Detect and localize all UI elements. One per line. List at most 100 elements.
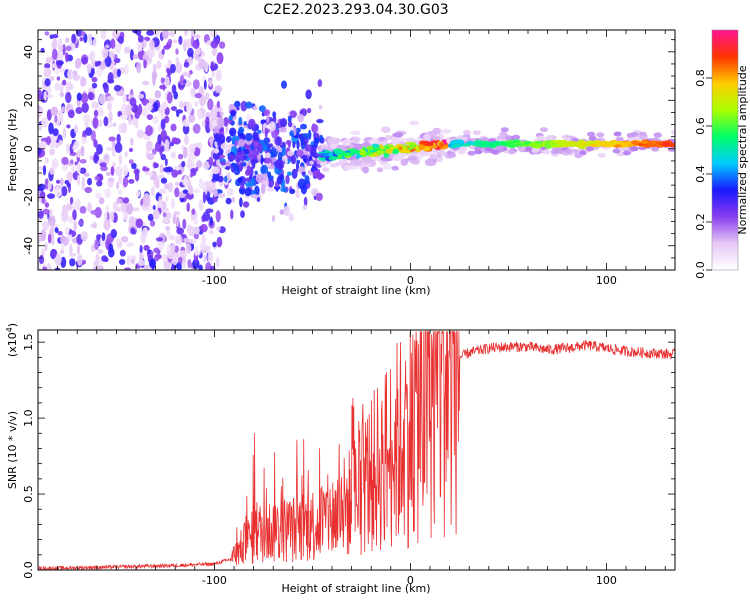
noise-cell xyxy=(49,167,55,175)
noise-cell xyxy=(118,259,126,265)
core-cell xyxy=(376,149,385,155)
noise-cell xyxy=(194,92,202,99)
noise-cell xyxy=(158,106,165,114)
noise-cell xyxy=(182,256,187,269)
spread-cell xyxy=(281,80,287,89)
noise-cell xyxy=(135,190,141,198)
core-cell xyxy=(424,141,433,146)
core-cell xyxy=(321,156,326,162)
noise-cell xyxy=(97,60,102,66)
spread-cell xyxy=(295,188,300,199)
noise-cell xyxy=(83,172,90,177)
noise-cell xyxy=(147,213,154,221)
noise-cell xyxy=(202,211,211,222)
snr-scale-exp: 4 xyxy=(5,327,14,332)
noise-cell xyxy=(177,169,182,175)
noise-cell xyxy=(65,37,70,43)
noise-cell xyxy=(39,254,44,265)
noise-cell xyxy=(146,153,155,161)
noise-cell xyxy=(44,78,51,87)
noise-cell xyxy=(38,183,46,191)
noise-cell xyxy=(105,171,111,176)
halo-cell xyxy=(385,135,392,140)
noise-cell xyxy=(160,77,165,84)
spread-cell xyxy=(252,106,258,111)
spread-cell xyxy=(223,117,229,127)
noise-cell xyxy=(153,162,159,169)
halo-cell xyxy=(564,148,573,154)
noise-cell xyxy=(209,216,213,227)
spread-cell xyxy=(289,110,297,118)
noise-cell xyxy=(210,135,214,148)
noise-cell xyxy=(65,52,69,63)
core-cell xyxy=(544,142,552,146)
noise-cell xyxy=(129,49,134,61)
noise-cell xyxy=(71,202,76,210)
spread-cell xyxy=(228,154,236,161)
spread-cell xyxy=(214,147,219,154)
noise-cell xyxy=(152,205,156,210)
noise-cell xyxy=(171,137,178,144)
spread-cell xyxy=(217,116,225,128)
noise-cell xyxy=(38,124,43,131)
noise-cell xyxy=(188,113,196,123)
noise-cell xyxy=(198,181,207,189)
noise-cell xyxy=(45,57,52,64)
noise-cell xyxy=(61,156,69,165)
noise-cell xyxy=(159,163,164,174)
noise-cell xyxy=(192,39,200,49)
noise-cell xyxy=(97,107,104,117)
noise-cell xyxy=(164,115,170,124)
noise-cell xyxy=(50,76,55,81)
core-cell xyxy=(586,140,595,145)
noise-cell xyxy=(139,244,143,255)
noise-cell xyxy=(198,58,206,70)
noise-cell xyxy=(174,245,179,253)
halo-cell xyxy=(550,149,559,155)
noise-cell xyxy=(38,210,44,219)
noise-cell xyxy=(183,30,189,37)
spread-cell xyxy=(214,133,220,142)
noise-cell xyxy=(62,127,67,139)
noise-cell xyxy=(215,256,220,268)
noise-cell xyxy=(71,165,77,173)
spread-cell xyxy=(224,160,231,167)
noise-cell xyxy=(145,140,153,152)
spread-cell xyxy=(228,115,233,121)
spread-cell xyxy=(266,186,275,192)
noise-cell xyxy=(98,94,107,105)
noise-cell xyxy=(81,31,86,37)
noise-cell xyxy=(145,125,153,137)
spread-cell xyxy=(305,89,312,100)
colorbar-tick-label: 0.6 xyxy=(694,117,707,135)
noise-cell xyxy=(184,134,190,146)
noise-cell xyxy=(136,129,144,139)
spread-cell xyxy=(278,126,287,133)
noise-cell xyxy=(108,110,113,123)
spectrogram-y-ticks: -40 -20 0 20 40 xyxy=(22,39,675,271)
noise-cell xyxy=(137,44,143,52)
noise-cell xyxy=(60,177,64,186)
spectrogram-y-tick-label: 40 xyxy=(22,45,35,59)
core-cell xyxy=(646,142,655,146)
noise-cell xyxy=(108,50,115,60)
noise-cell xyxy=(105,205,110,213)
spread-cell xyxy=(266,114,270,124)
noise-cell xyxy=(198,108,202,121)
noise-cell xyxy=(182,71,189,77)
noise-cell xyxy=(167,251,175,260)
noise-cell xyxy=(147,249,152,255)
noise-cell xyxy=(128,179,135,184)
spread-cell xyxy=(264,137,269,147)
halo-cell xyxy=(574,153,583,159)
halo-cell xyxy=(587,131,596,137)
spectrogram-x-ticks: -100 0 100 xyxy=(57,30,666,287)
noise-cell xyxy=(210,108,218,120)
snr-y-tick-label: 1.0 xyxy=(22,409,35,427)
noise-cell xyxy=(122,164,129,177)
noise-cell xyxy=(57,231,63,236)
noise-cell xyxy=(126,255,131,266)
noise-cell xyxy=(95,192,102,199)
spread-cell xyxy=(287,171,292,176)
noise-cell xyxy=(165,196,169,202)
